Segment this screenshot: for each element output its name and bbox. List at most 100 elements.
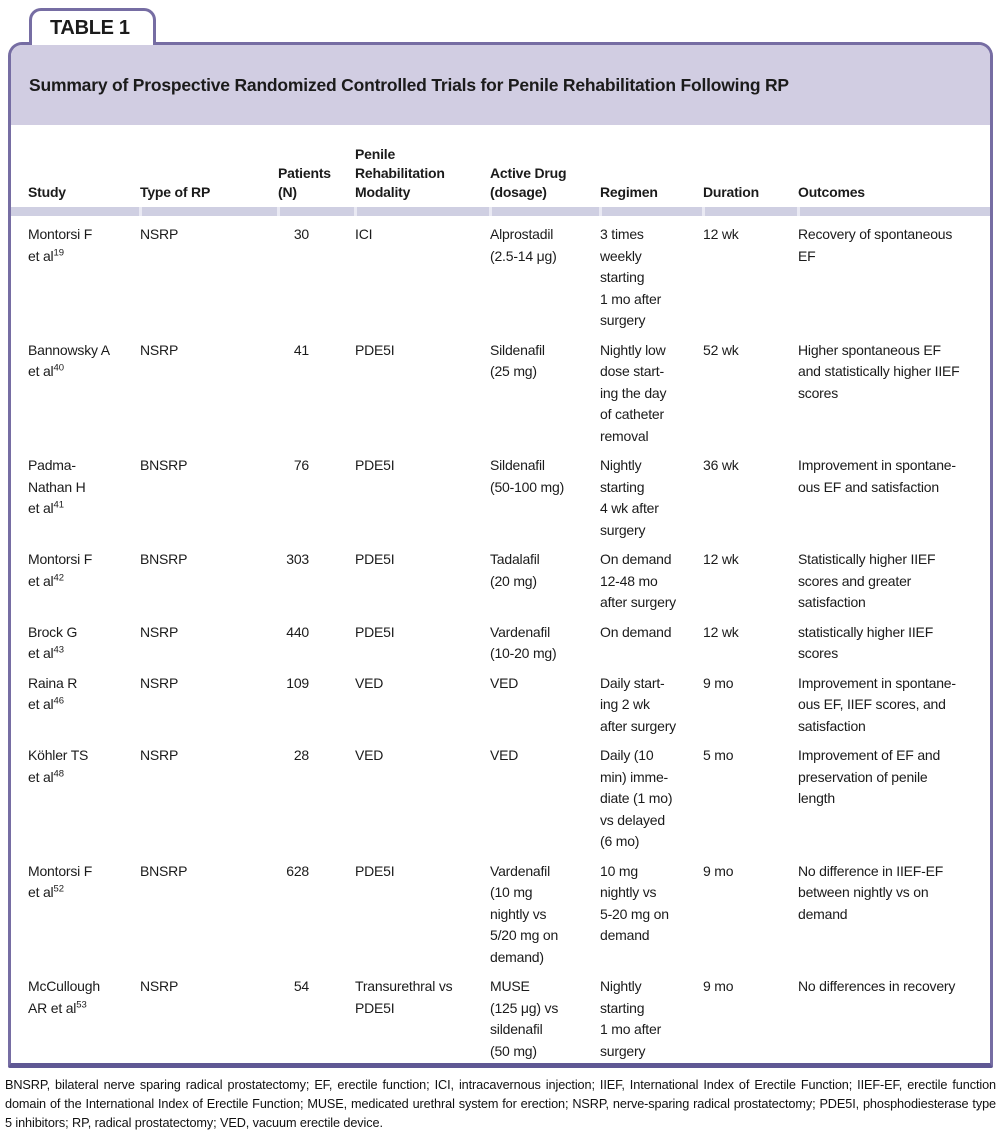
column-header-outcomes: Outcomes [798, 184, 865, 200]
reference-superscript: 41 [53, 499, 65, 511]
cell-study: McCullough AR et al53 [28, 978, 100, 1016]
cell-type-of-rp: NSRP [140, 226, 179, 242]
column-header-patients: Patients (N) [278, 165, 331, 200]
reference-superscript: 46 [53, 695, 65, 707]
reference-superscript: 40 [53, 362, 65, 374]
reference-superscript: 53 [76, 998, 87, 1010]
cell-regimen: Nightly low dose start- ing the day of c… [600, 341, 667, 444]
cell-modality: VED [355, 747, 384, 763]
cell-modality: Transurethral vs PDE5I [355, 978, 453, 1016]
cell-outcomes: Higher spontaneous EF and statistically … [798, 341, 960, 401]
cell-duration: 5 mo [703, 747, 734, 763]
cell-patients: 76 [293, 457, 309, 473]
header-row: Study Type of RP Patients (N) Penile Reh… [11, 125, 990, 207]
reference-superscript: 42 [53, 571, 65, 583]
table-row: Köhler TS et al48 NSRP 28 VED VED Daily (10 m… [11, 737, 990, 853]
cell-outcomes: No difference in IIEF-EF between nightly… [798, 862, 944, 922]
cell-type-of-rp: NSRP [140, 341, 179, 358]
cell-active-drug: Tadalafil (20 mg) [490, 551, 540, 589]
cell-study: Padma- Nathan H et al41 [28, 457, 86, 516]
cell-regimen: 10 mg nightly vs 5-20 mg on demand [600, 862, 669, 944]
header-divider-segment [796, 207, 990, 216]
cell-study: Raina R et al46 [28, 674, 78, 713]
cell-regimen: 3 times weekly starting 1 mo after surge… [600, 226, 662, 328]
column-header-duration: Duration [703, 184, 759, 200]
cell-duration: 9 mo [703, 862, 734, 879]
cell-type-of-rp: BNSRP [140, 862, 188, 879]
cell-regimen: On demand [600, 623, 672, 640]
abbreviations-footnote: BNSRP, bilateral nerve sparing radical p… [5, 1078, 996, 1130]
cell-type-of-rp: NSRP [140, 978, 179, 994]
cell-modality: ICI [355, 226, 373, 242]
cell-active-drug: Vardenafil (10 mg nightly vs 5/20 mg on … [490, 862, 559, 965]
cell-outcomes: statistically higher IIEF scores [798, 623, 934, 662]
cell-patients: 54 [293, 978, 309, 994]
header-divider [11, 207, 990, 216]
header-divider-segment [276, 207, 355, 216]
header-divider-segment [11, 207, 140, 216]
table-row: Montorsi F et al52 BNSRP 628 PDE5I Vardenafi… [11, 853, 990, 969]
cell-outcomes: Improvement in spontane- ous EF, IIEF sc… [798, 674, 956, 734]
cell-patients: 109 [286, 674, 309, 691]
table-row: Montorsi F et al19 NSRP 30 ICI Alprostadil (… [11, 216, 990, 332]
cell-outcomes: Statistically higher IIEF scores and gre… [798, 551, 936, 610]
cell-outcomes: Improvement of EF and preservation of pe… [798, 747, 941, 806]
cell-duration: 9 mo [703, 978, 734, 994]
cell-modality: PDE5I [355, 551, 395, 567]
cell-patients: 30 [293, 226, 309, 242]
cell-active-drug: MUSE (125 μg) vs sildenafil (50 mg) [490, 978, 559, 1059]
cell-study: Montorsi F et al52 [28, 862, 93, 901]
header-divider-segment [598, 207, 703, 216]
cell-type-of-rp: NSRP [140, 674, 179, 691]
cell-outcomes: No differences in recovery [798, 978, 956, 994]
table-number-tab: TABLE 1 [29, 8, 156, 45]
reference-superscript: 48 [53, 767, 65, 779]
column-header-modality: Penile Rehabilitation Modality [355, 146, 445, 200]
cell-type-of-rp: BNSRP [140, 457, 188, 473]
cell-type-of-rp: BNSRP [140, 551, 188, 567]
column-header-type-of-rp: Type of RP [140, 184, 211, 200]
cell-study: Brock G et al43 [28, 623, 78, 662]
cell-duration: 12 wk [703, 551, 739, 567]
cell-outcomes: Recovery of spontaneous EF [798, 226, 953, 264]
cell-study: Bannowsky A et al40 [28, 341, 110, 380]
cell-active-drug: Alprostadil (2.5-14 μg) [490, 226, 557, 264]
cell-duration: 9 mo [703, 674, 734, 691]
table-row: Padma- Nathan H et al41 BNSRP 76 PDE5I Silde… [11, 447, 990, 541]
cell-active-drug: Vardenafil (10-20 mg) [490, 623, 557, 662]
cell-modality: PDE5I [355, 341, 395, 358]
cell-study: Montorsi F et al19 [28, 226, 93, 264]
cell-regimen: Daily start- ing 2 wk after surgery [600, 674, 676, 734]
cell-active-drug: VED [490, 747, 519, 763]
reference-superscript: 43 [53, 644, 65, 656]
cell-modality: PDE5I [355, 862, 395, 879]
trials-table: Study Type of RP Patients (N) Penile Reh… [11, 125, 990, 1062]
cell-duration: 36 wk [703, 457, 739, 473]
table-row: McCullough AR et al53 NSRP 54 Transurethral… [11, 968, 990, 1062]
header-divider-segment [488, 207, 600, 216]
cell-modality: PDE5I [355, 457, 395, 473]
table-body: Montorsi F et al19 NSRP 30 ICI Alprostadil (… [11, 216, 990, 1062]
table-row: Brock G et al43 NSRP 440 PDE5I Vardenafil (1… [11, 614, 990, 665]
cell-patients: 28 [293, 747, 309, 763]
table-box: Summary of Prospective Randomized Contro… [8, 42, 993, 1068]
column-header-regimen: Regimen [600, 184, 658, 200]
cell-regimen: Nightly starting 4 wk after surgery [600, 457, 659, 538]
table-title: Summary of Prospective Randomized Contro… [29, 74, 789, 95]
header-divider-segment [701, 207, 798, 216]
table-row: Bannowsky A et al40 NSRP 41 PDE5I Sildenafil… [11, 332, 990, 448]
cell-type-of-rp: NSRP [140, 747, 179, 763]
cell-type-of-rp: NSRP [140, 623, 179, 640]
cell-duration: 52 wk [703, 341, 739, 358]
cell-outcomes: Improvement in spontane- ous EF and sati… [798, 457, 956, 495]
table-row: Raina R et al46 NSRP 109 VED VED Daily start-… [11, 665, 990, 738]
cell-patients: 41 [293, 341, 309, 358]
cell-patients: 440 [286, 623, 309, 640]
table-number-label: TABLE 1 [50, 16, 130, 39]
cell-patients: 628 [286, 862, 309, 879]
cell-active-drug: Sildenafil (50-100 mg) [490, 457, 565, 495]
cell-modality: VED [355, 674, 384, 691]
header-divider-segment [353, 207, 490, 216]
cell-regimen: Daily (10 min) imme- diate (1 mo) vs del… [600, 747, 673, 849]
cell-duration: 12 wk [703, 226, 739, 242]
